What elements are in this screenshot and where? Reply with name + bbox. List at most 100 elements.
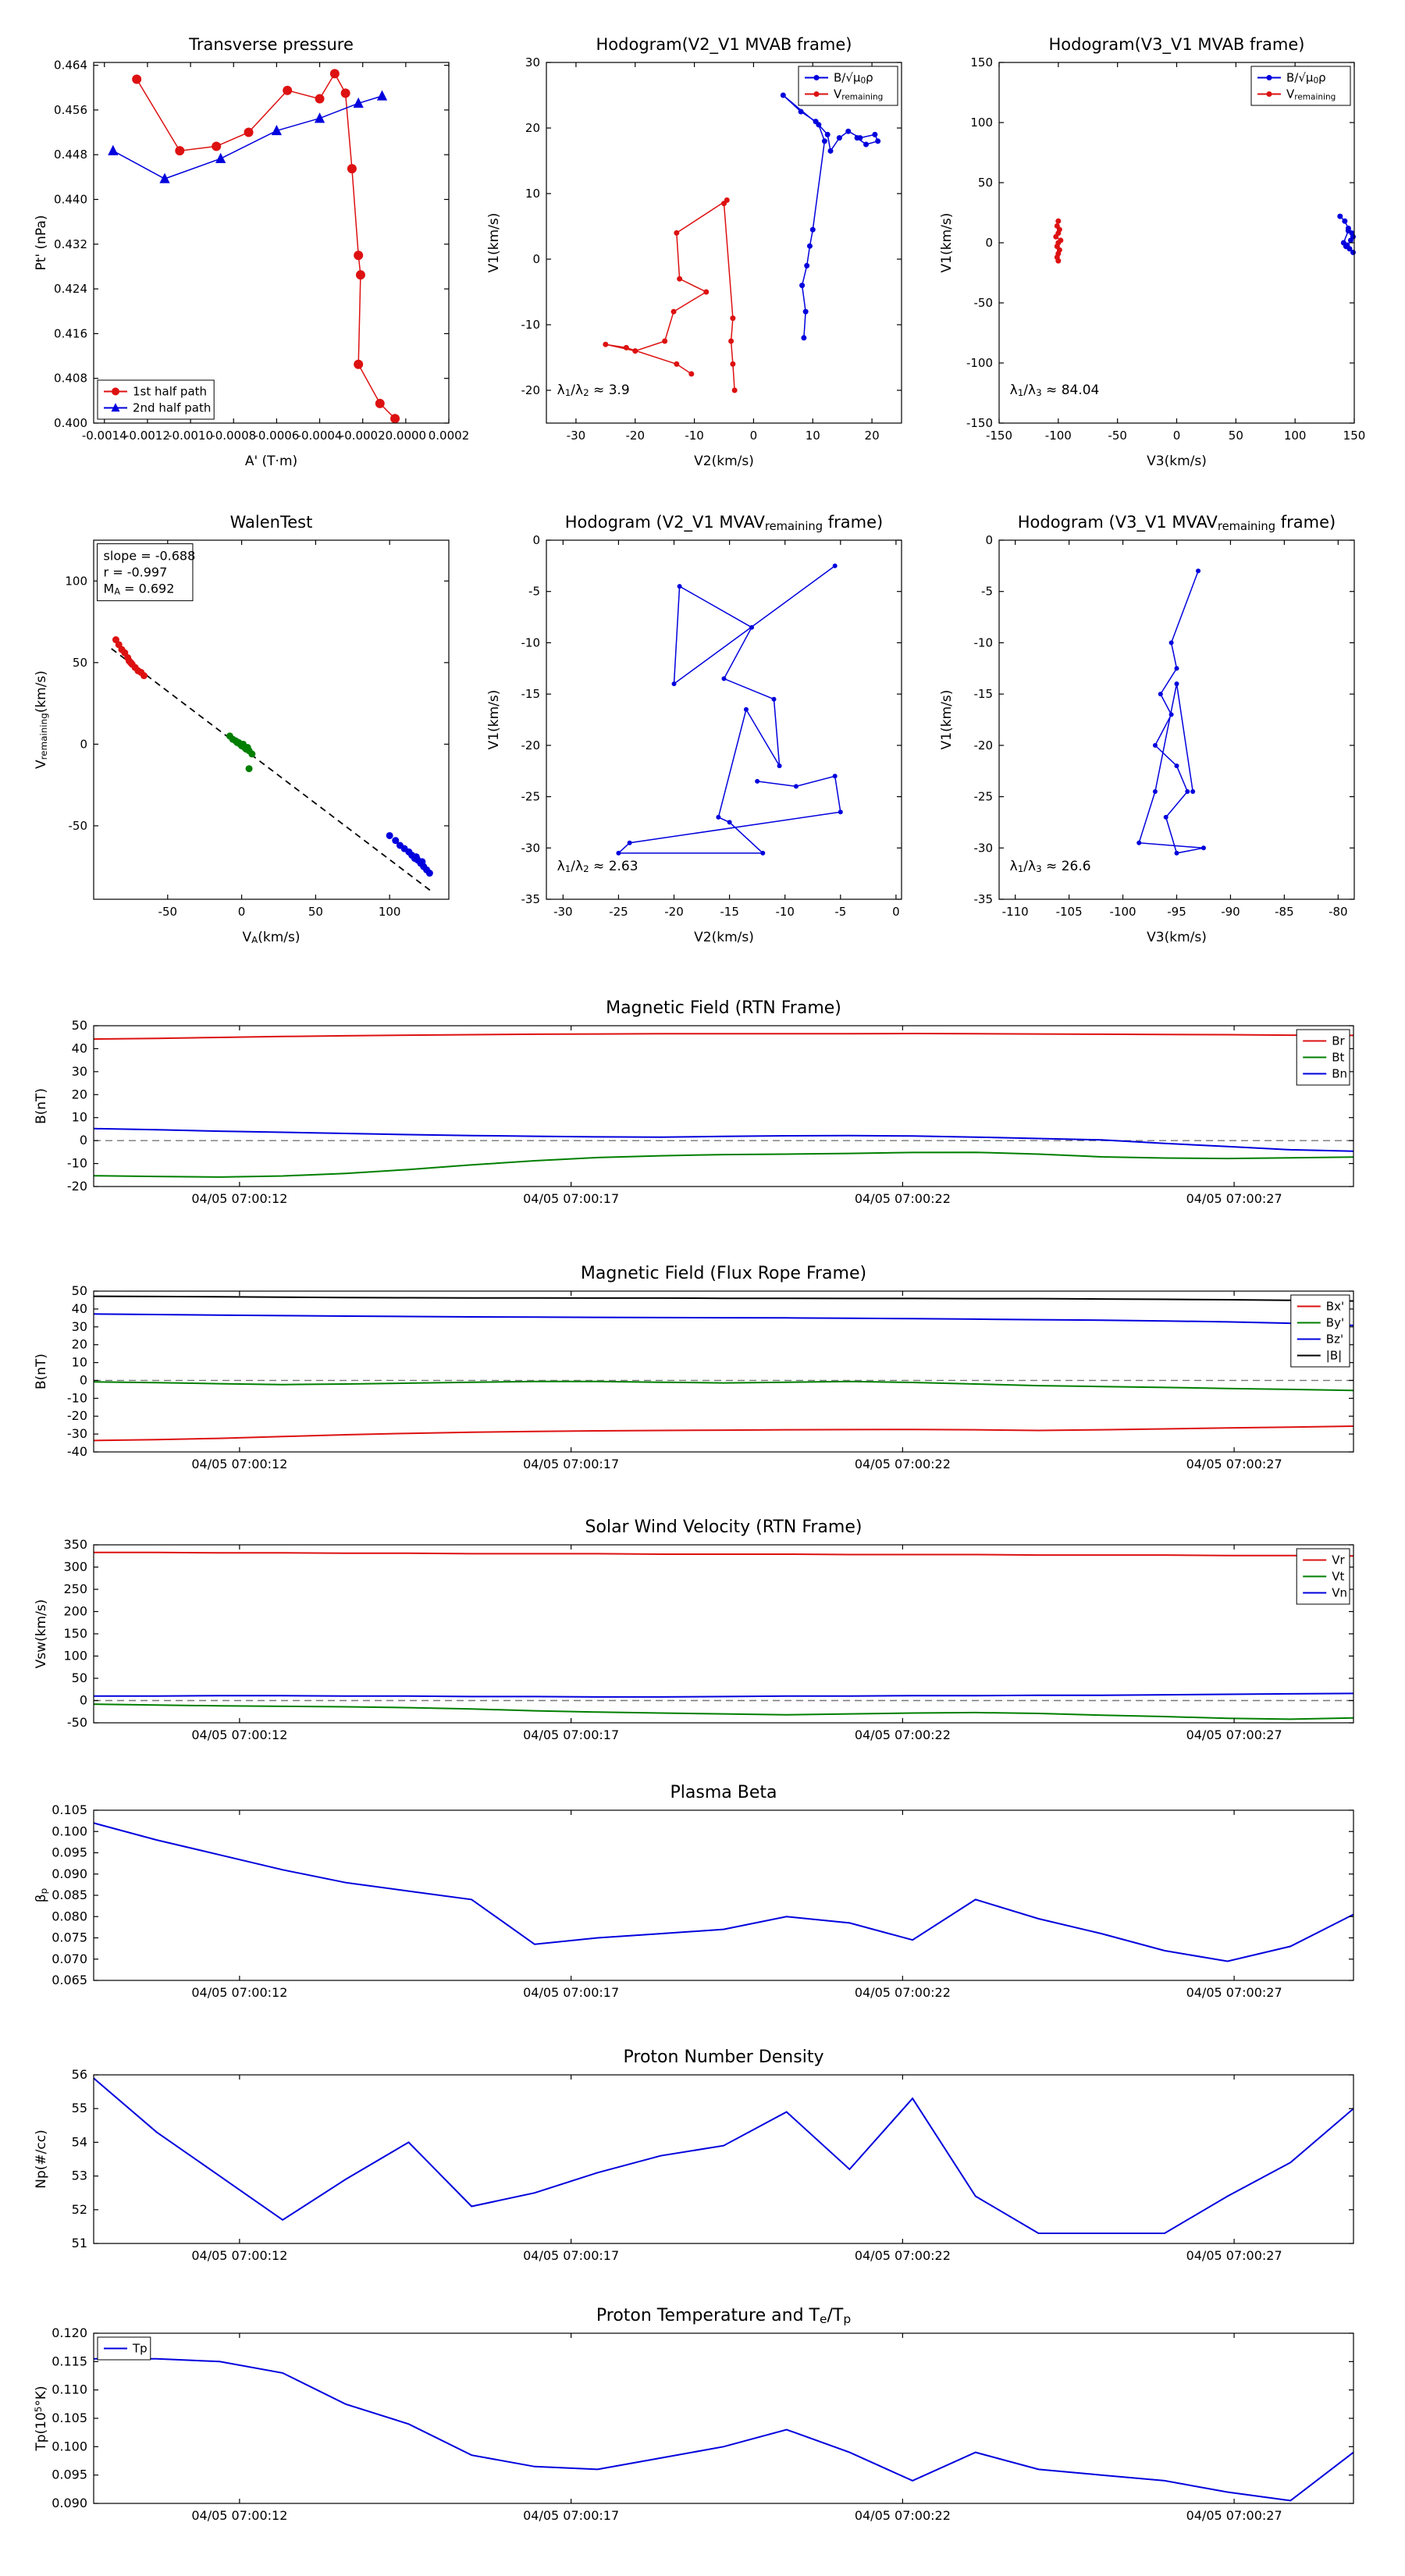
legend: 1st half path 2nd half path — [97, 379, 215, 420]
annotation: λ1/λ2 ≈ 3.9 — [557, 382, 630, 398]
axes-frame — [546, 539, 902, 900]
info-line: r = -0.997 — [104, 565, 168, 580]
x-tick-label: -25 — [609, 905, 628, 919]
y-axis-label: B(nT) — [34, 1088, 49, 1124]
x-axis-label: VA(km/s) — [242, 930, 300, 945]
x-tick-label: 0.0000 — [386, 429, 427, 443]
x-tick-label: 04/05 07:00:22 — [855, 1985, 951, 2000]
x-tick-label: -95 — [1167, 905, 1186, 919]
y-tick-label: 30 — [72, 1319, 87, 1334]
chart-proton-density: Proton Number Density 04/05 07:00:12 04/05… — [31, 2039, 1389, 2281]
annotation: λ1/λ2 ≈ 2.63 — [557, 859, 638, 874]
y-tick-label: -5 — [981, 585, 993, 599]
series-markers-1st half path — [132, 69, 400, 424]
y-tick-label: -20 — [521, 738, 541, 753]
legend-label: Br — [1332, 1034, 1345, 1048]
x-tick-label: 0 — [1173, 429, 1181, 443]
chart-hodogram-v2v1-mvab: Hodogram(V2_V1 MVAB frame) -30 -20 -10 0 10 20… — [484, 22, 921, 484]
chart-hodogram-v3v1-mvav: Hodogram (V3_V1 MVAVremaining frame) -110… — [937, 500, 1374, 960]
y-axis-label: V1(km/s) — [939, 213, 955, 273]
chart-hodogram-v2v1-mvav: Hodogram (V2_V1 MVAVremaining frame) -30-… — [484, 500, 921, 960]
series-line-Tp — [94, 2357, 1354, 2502]
y-tick-label: 0.400 — [54, 416, 87, 430]
y-tick-label: 20 — [525, 121, 540, 135]
series-line-By' — [93, 1380, 1354, 1392]
y-tick-label: -25 — [974, 790, 994, 804]
legend-label: Bn — [1332, 1067, 1347, 1081]
y-tick-label: 0 — [985, 533, 993, 547]
y-tick-label: -30 — [67, 1426, 87, 1441]
y-tick-label: -10 — [974, 635, 994, 649]
y-tick-label: -20 — [521, 383, 541, 397]
beta-plot: Plasma Beta 04/05 07:00:12 04/05 07:00:17 0… — [34, 1783, 1354, 2000]
x-tick-label: -110 — [1002, 905, 1029, 919]
x-tick-label: -150 — [986, 429, 1012, 443]
x-tick-label: 150 — [1343, 429, 1366, 443]
p3-plot: Hodogram(V3_V1 MVAB frame) -150 -100 -50 0 50… — [939, 35, 1366, 469]
x-tick-label: 0.0002 — [429, 429, 468, 443]
chart-title: Hodogram(V2_V1 MVAB frame) — [596, 35, 852, 55]
y-tick-label: 40 — [72, 1301, 87, 1316]
x-tick-label: -0.0002 — [340, 429, 386, 443]
np-plot: Proton Number Density 04/05 07:00:12 04/05… — [34, 2048, 1354, 2263]
x-tick-label: 04/05 07:00:22 — [855, 1191, 951, 1206]
y-tick-label: 0.424 — [54, 282, 87, 296]
y-tick-label: 50 — [72, 1018, 87, 1033]
series-line-series-0 — [111, 648, 432, 892]
tp-plot: Proton Temperature and Te/Tp 04/05 07:00:… — [33, 2306, 1354, 2523]
y-tick-label: 300 — [63, 1560, 87, 1574]
y-tick-label: 0 — [80, 737, 87, 751]
x-tick-label: -15 — [720, 905, 739, 919]
series-markers-series-0 — [1136, 568, 1206, 856]
series-line-Br — [93, 1032, 1354, 1041]
x-axis-label: A' (T·m) — [245, 454, 297, 469]
x-tick-label: -0.0008 — [211, 429, 256, 443]
x-tick-label: -5 — [834, 905, 846, 919]
y-tick-label: 0.416 — [54, 326, 87, 340]
series-line-Bx' — [93, 1425, 1354, 1442]
y-tick-label: 0 — [532, 533, 540, 547]
y-tick-label: 54 — [72, 2134, 87, 2149]
y-tick-label: 0 — [985, 236, 993, 250]
x-tick-label: -0.0006 — [254, 429, 299, 443]
y-axis-label: Tp(105°K) — [33, 2386, 49, 2451]
legend: Br Bt Bn — [1296, 1029, 1350, 1086]
y-tick-label: -15 — [974, 687, 994, 701]
y-tick-label: -20 — [67, 1408, 87, 1423]
x-tick-label: -0.0010 — [168, 429, 213, 443]
y-tick-label: 0.110 — [52, 2382, 87, 2397]
chart-magnetic-field-flux-rope: Magnetic Field (Flux Rope Frame) 04/05 07… — [31, 1255, 1389, 1489]
p6-plot: Hodogram (V3_V1 MVAVremaining frame) -110… — [939, 513, 1355, 945]
y-tick-label: 0.448 — [54, 148, 87, 162]
series-line-B/√μ0ρ — [782, 94, 879, 338]
x-tick-label: 04/05 07:00:22 — [855, 2248, 951, 2263]
series-line-Bn — [93, 1127, 1354, 1152]
p2-plot: Hodogram(V2_V1 MVAB frame) -30 -20 -10 0 10 20… — [486, 35, 902, 469]
x-tick-label: 04/05 07:00:12 — [191, 1457, 287, 1471]
x-tick-label: 04/05 07:00:27 — [1186, 1727, 1282, 1742]
legend: Bx' By' Bz' |B| — [1290, 1294, 1350, 1368]
chart-solar-wind-velocity: Solar Wind Velocity (RTN Frame) 04/05 07:… — [31, 1509, 1389, 1760]
x-tick-label: 04/05 07:00:27 — [1186, 2508, 1282, 2523]
axes-frame — [998, 62, 1355, 424]
y-tick-label: 53 — [72, 2169, 87, 2183]
y-tick-label: 0.120 — [52, 2325, 87, 2340]
x-tick-label: -50 — [158, 905, 178, 919]
y-axis-label: βp — [34, 1888, 49, 1902]
chart-title: Proton Number Density — [624, 2048, 824, 2067]
x-tick-label: 100 — [379, 905, 401, 919]
y-tick-label: 0.070 — [52, 1952, 87, 1966]
y-tick-label: -150 — [966, 416, 993, 430]
legend-label: 2nd half path — [133, 401, 211, 415]
x-axis-label: V3(km/s) — [1147, 930, 1207, 945]
chart-title: Hodogram (V3_V1 MVAVremaining frame) — [1018, 513, 1336, 533]
annotation: λ1/λ3 ≈ 84.04 — [1010, 382, 1100, 398]
x-tick-label: 04/05 07:00:22 — [855, 1457, 951, 1471]
x-tick-label: 0 — [750, 429, 758, 443]
info-line: MA = 0.692 — [104, 582, 175, 597]
chart-title: Transverse pressure — [188, 35, 354, 54]
y-tick-label: 0.065 — [52, 1973, 87, 1987]
